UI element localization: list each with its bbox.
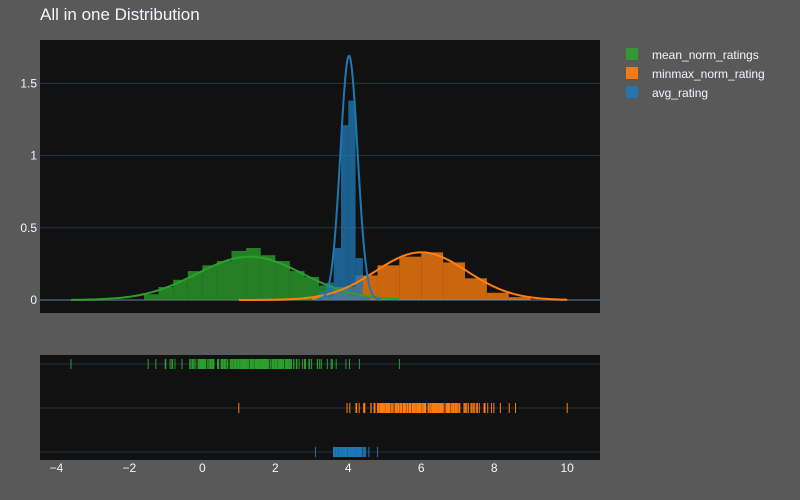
histogram-bar [246,248,261,300]
kde-curves [71,54,568,301]
histogram-bar [486,292,509,300]
kde-curve [71,255,400,301]
x-axis-ticks: −4 −2 0 2 4 6 8 10 [50,461,575,475]
x-tick-label: −2 [123,461,137,475]
x-tick-label: 8 [491,461,498,475]
legend-item[interactable]: avg_rating [626,86,708,100]
histogram-bar [143,294,159,300]
histogram-bar [289,271,305,300]
histogram-bar [333,248,341,300]
legend-label: mean_norm_ratings [652,48,759,62]
kde-curve [315,54,382,301]
histogram-bar [216,261,232,300]
histogram-bar [260,255,276,300]
histogram-bar [326,282,334,300]
histogram-bar [173,279,188,300]
x-tick-label: 6 [418,461,425,475]
histogram-bar [377,265,400,300]
histogram-bar [348,100,356,301]
histogram-bar [158,287,174,300]
x-tick-label: 10 [560,461,574,475]
x-tick-label: 2 [272,461,279,475]
chart-title: All in one Distribution [40,5,200,24]
legend-label: minmax_norm_rating [652,67,765,81]
legend[interactable]: mean_norm_ratings minmax_norm_rating avg_r… [626,48,765,100]
main-plot-background [40,40,600,313]
y-tick-label: 0 [30,293,37,307]
histogram-bar [421,252,444,300]
legend-swatch [626,86,638,98]
histogram-bar [202,265,217,300]
rug-marks [70,359,568,457]
histogram-bar [443,262,466,300]
histogram-bar [304,276,320,300]
histogram-bar [340,125,349,300]
legend-swatch [626,48,638,60]
x-tick-label: −4 [50,461,64,475]
legend-label: avg_rating [652,86,708,100]
histogram-bar [275,261,290,300]
histogram-bar [231,250,247,300]
histogram-bar [508,297,531,300]
legend-item[interactable]: minmax_norm_rating [626,67,765,81]
histogram-bar [362,295,371,300]
y-tick-label: 0.5 [20,221,37,235]
histogram-bar [355,258,363,300]
y-axis-ticks: 0 0.5 1 1.5 [20,76,37,307]
x-tick-label: 0 [199,461,206,475]
histogram-bar [465,278,487,300]
y-tick-label: 1.5 [20,76,37,90]
kde-curve [238,251,568,301]
y-tick-label: 1 [30,149,37,163]
histogram-bars [143,100,531,301]
x-tick-label: 4 [345,461,352,475]
histogram-bar [399,256,422,300]
histogram-bar [187,271,203,300]
legend-item[interactable]: mean_norm_ratings [626,48,759,62]
legend-swatch [626,67,638,79]
